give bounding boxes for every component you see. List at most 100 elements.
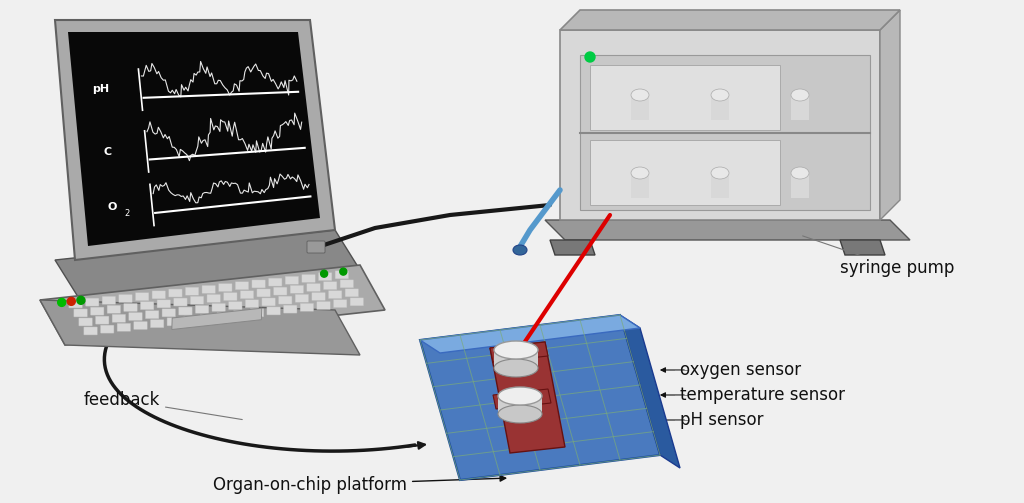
FancyBboxPatch shape <box>79 318 92 326</box>
Circle shape <box>77 296 85 304</box>
Ellipse shape <box>513 245 527 255</box>
Polygon shape <box>55 20 335 260</box>
FancyBboxPatch shape <box>324 282 337 290</box>
FancyBboxPatch shape <box>233 310 247 318</box>
FancyBboxPatch shape <box>169 289 182 297</box>
FancyBboxPatch shape <box>108 305 121 313</box>
FancyBboxPatch shape <box>102 296 116 304</box>
Polygon shape <box>590 140 780 205</box>
Ellipse shape <box>791 89 809 101</box>
FancyBboxPatch shape <box>201 314 214 322</box>
FancyBboxPatch shape <box>329 291 342 299</box>
Text: 2: 2 <box>125 209 130 218</box>
FancyBboxPatch shape <box>340 280 353 288</box>
FancyBboxPatch shape <box>135 293 148 301</box>
Polygon shape <box>880 10 900 220</box>
FancyBboxPatch shape <box>236 282 249 290</box>
FancyBboxPatch shape <box>350 298 364 306</box>
FancyBboxPatch shape <box>631 173 649 198</box>
FancyBboxPatch shape <box>295 294 308 302</box>
FancyBboxPatch shape <box>791 173 809 198</box>
FancyBboxPatch shape <box>791 95 809 120</box>
FancyBboxPatch shape <box>185 287 199 295</box>
FancyBboxPatch shape <box>284 305 297 313</box>
FancyBboxPatch shape <box>152 291 166 299</box>
FancyBboxPatch shape <box>113 314 126 322</box>
FancyBboxPatch shape <box>100 325 114 333</box>
Ellipse shape <box>711 167 729 179</box>
FancyBboxPatch shape <box>145 311 159 319</box>
Polygon shape <box>40 300 360 355</box>
FancyBboxPatch shape <box>262 298 275 306</box>
FancyBboxPatch shape <box>335 271 348 279</box>
FancyBboxPatch shape <box>217 312 230 320</box>
FancyBboxPatch shape <box>300 303 313 311</box>
FancyBboxPatch shape <box>212 303 225 311</box>
FancyBboxPatch shape <box>218 284 232 292</box>
FancyBboxPatch shape <box>267 307 281 315</box>
FancyBboxPatch shape <box>85 298 99 306</box>
Polygon shape <box>560 30 880 220</box>
FancyBboxPatch shape <box>202 285 215 293</box>
FancyBboxPatch shape <box>494 350 538 368</box>
Ellipse shape <box>498 387 542 405</box>
Text: oxygen sensor: oxygen sensor <box>680 361 801 379</box>
FancyBboxPatch shape <box>631 95 649 120</box>
FancyBboxPatch shape <box>84 327 97 335</box>
Text: feedback: feedback <box>84 391 243 420</box>
FancyBboxPatch shape <box>151 320 164 327</box>
FancyBboxPatch shape <box>179 307 193 315</box>
FancyBboxPatch shape <box>117 323 131 331</box>
Polygon shape <box>545 220 910 240</box>
FancyBboxPatch shape <box>246 300 259 308</box>
FancyBboxPatch shape <box>498 396 542 414</box>
FancyBboxPatch shape <box>268 278 282 286</box>
FancyBboxPatch shape <box>711 95 729 120</box>
Text: O: O <box>108 202 117 212</box>
Circle shape <box>57 298 66 306</box>
FancyBboxPatch shape <box>119 294 132 302</box>
FancyBboxPatch shape <box>124 303 137 311</box>
Circle shape <box>68 297 76 305</box>
Polygon shape <box>420 315 660 480</box>
FancyBboxPatch shape <box>250 309 264 317</box>
FancyBboxPatch shape <box>307 241 325 253</box>
FancyBboxPatch shape <box>241 291 254 299</box>
FancyBboxPatch shape <box>285 276 299 284</box>
FancyBboxPatch shape <box>316 301 331 309</box>
FancyBboxPatch shape <box>174 298 187 306</box>
FancyBboxPatch shape <box>290 285 303 293</box>
Ellipse shape <box>791 167 809 179</box>
FancyBboxPatch shape <box>345 289 358 297</box>
FancyBboxPatch shape <box>302 275 315 283</box>
FancyBboxPatch shape <box>273 287 287 295</box>
FancyBboxPatch shape <box>223 293 237 301</box>
FancyBboxPatch shape <box>312 292 326 300</box>
FancyBboxPatch shape <box>279 296 292 304</box>
FancyBboxPatch shape <box>196 305 209 313</box>
Polygon shape <box>490 342 565 453</box>
FancyBboxPatch shape <box>162 309 175 317</box>
Polygon shape <box>620 315 680 468</box>
FancyBboxPatch shape <box>334 300 347 308</box>
FancyBboxPatch shape <box>252 280 265 288</box>
Polygon shape <box>550 240 595 255</box>
Ellipse shape <box>494 359 538 377</box>
FancyBboxPatch shape <box>711 173 729 198</box>
Text: temperature sensor: temperature sensor <box>680 386 845 404</box>
Circle shape <box>321 270 328 277</box>
Polygon shape <box>40 265 385 345</box>
FancyBboxPatch shape <box>129 312 142 320</box>
FancyBboxPatch shape <box>257 289 270 297</box>
Text: syringe pump: syringe pump <box>803 236 954 277</box>
FancyBboxPatch shape <box>157 300 170 308</box>
Polygon shape <box>580 55 870 210</box>
FancyBboxPatch shape <box>134 321 147 329</box>
Circle shape <box>340 268 347 275</box>
FancyBboxPatch shape <box>95 316 109 324</box>
Text: C: C <box>103 147 112 157</box>
FancyBboxPatch shape <box>90 307 103 315</box>
Polygon shape <box>560 10 900 30</box>
Circle shape <box>585 52 595 62</box>
Text: Organ-on-chip platform: Organ-on-chip platform <box>213 475 506 494</box>
